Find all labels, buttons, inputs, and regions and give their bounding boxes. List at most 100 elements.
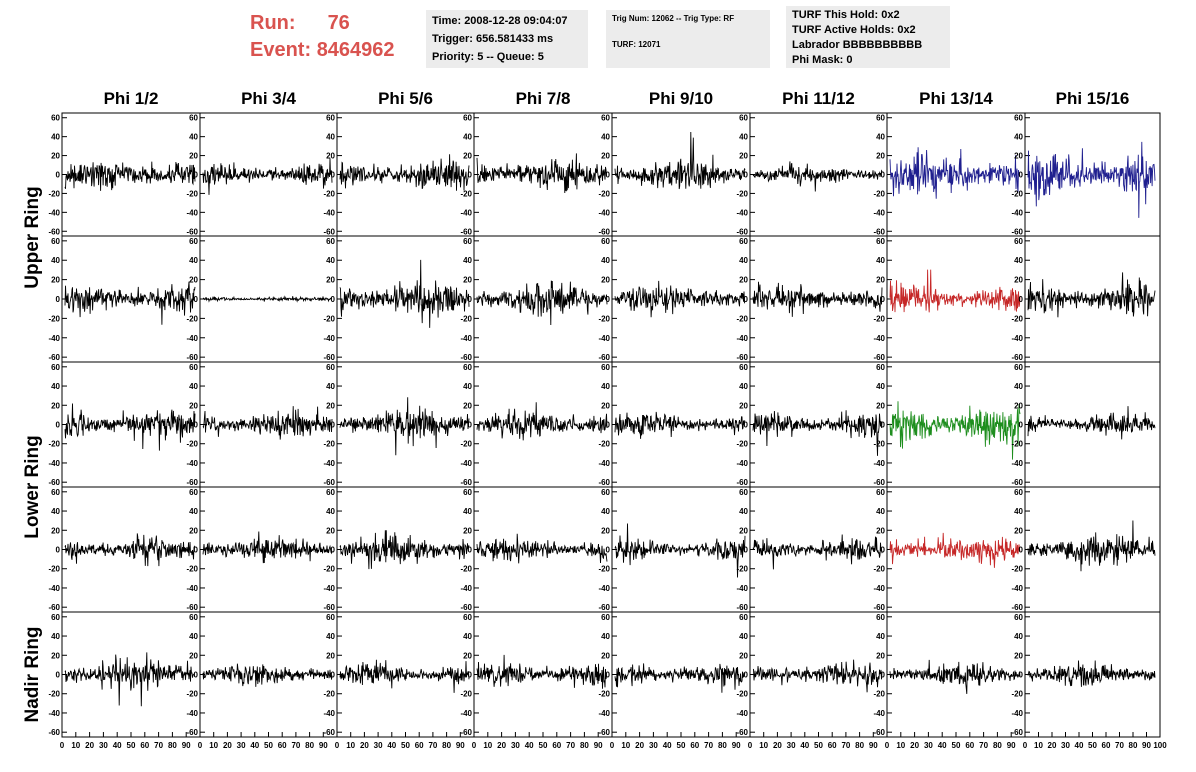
x-tick-label: 40 [113, 741, 122, 750]
phi-mask-text: Phi Mask: 0 [792, 54, 853, 66]
y-tick-label: -60 [323, 227, 335, 236]
y-tick-label: 40 [739, 133, 748, 142]
y-tick-label: -60 [873, 478, 885, 487]
y-tick-label: 20 [463, 401, 472, 410]
y-tick-label: -40 [1011, 709, 1023, 718]
y-tick-label: -60 [186, 227, 198, 236]
y-tick-label: -60 [48, 227, 60, 236]
y-tick-label: -40 [460, 584, 472, 593]
y-tick-label: 40 [601, 133, 610, 142]
y-tick-label: -20 [48, 690, 60, 699]
y-tick-label: 20 [189, 651, 198, 660]
y-tick-label: 40 [463, 133, 472, 142]
y-tick-label: -20 [873, 690, 885, 699]
y-tick-label: -60 [460, 353, 472, 362]
y-tick-label: 0 [331, 421, 336, 430]
y-tick-label: 60 [189, 363, 198, 372]
y-tick-label: 60 [601, 488, 610, 497]
y-tick-label: 0 [606, 671, 611, 680]
ring-label: Upper Ring [22, 186, 43, 288]
y-tick-label: -40 [598, 459, 610, 468]
waveform-panel: -60 -40 -20 0 20 40 60 [873, 361, 1026, 488]
waveform-panel: -60 -40 -20 0 20 40 60 [598, 235, 751, 363]
waveform-panel: -60 -40 -20 0 20 40 60 [460, 112, 613, 237]
y-tick-label: 20 [1014, 526, 1023, 535]
waveform-trace [614, 663, 746, 693]
x-tick-label: 70 [979, 741, 988, 750]
y-tick-label: 60 [326, 237, 335, 246]
y-tick-label: 20 [51, 526, 60, 535]
y-tick-label: -60 [598, 478, 610, 487]
y-tick-label: 0 [194, 171, 199, 180]
y-tick-label: 0 [468, 671, 473, 680]
x-tick-label: 70 [154, 741, 163, 750]
y-tick-label: 20 [1014, 651, 1023, 660]
y-tick-label: -40 [460, 459, 472, 468]
waveform-trace [339, 659, 470, 693]
waveform-trace [64, 403, 196, 451]
x-tick-label: 0 [60, 741, 65, 750]
x-tick-label: 80 [580, 741, 589, 750]
turf-hold-text: TURF This Hold: 0x2 [792, 9, 900, 21]
y-tick-label: -20 [48, 440, 60, 449]
y-tick-label: 0 [881, 421, 886, 430]
y-tick-label: -60 [1011, 603, 1023, 612]
run-line: Run: 76 [250, 10, 395, 37]
y-tick-label: -40 [323, 208, 335, 217]
y-tick-label: -60 [1011, 478, 1023, 487]
waveform-panel: -60 -40 -20 0 20 40 60 [186, 361, 338, 488]
y-tick-label: -20 [1011, 690, 1023, 699]
y-tick-label: 20 [189, 526, 198, 535]
x-tick-label: 70 [566, 741, 575, 750]
y-tick-label: 60 [51, 488, 60, 497]
y-tick-label: 0 [1019, 171, 1024, 180]
y-tick-label: 40 [1014, 507, 1023, 516]
waveform-panel: -60 -40 -20 0 20 40 60 [873, 235, 1026, 363]
y-tick-label: -60 [598, 353, 610, 362]
y-tick-label: 60 [51, 114, 60, 123]
y-tick-label: -60 [48, 603, 60, 612]
x-tick-label: 60 [552, 741, 561, 750]
y-tick-label: 60 [876, 488, 885, 497]
y-tick-label: -40 [873, 208, 885, 217]
y-tick-label: -40 [1011, 584, 1023, 593]
x-tick-label: 40 [663, 741, 672, 750]
y-tick-label: 20 [189, 276, 198, 285]
y-tick-label: 20 [326, 526, 335, 535]
waveform-trace [752, 410, 883, 456]
y-tick-label: -60 [460, 728, 472, 737]
y-tick-label: -60 [323, 603, 335, 612]
y-tick-label: 40 [326, 382, 335, 391]
x-tick-label: 40 [250, 741, 259, 750]
y-tick-label: 40 [601, 382, 610, 391]
waveform-trace [1027, 406, 1156, 440]
y-tick-label: 40 [876, 632, 885, 641]
y-tick-label: 20 [876, 401, 885, 410]
y-tick-label: 40 [1014, 256, 1023, 265]
x-tick-label: 20 [910, 741, 919, 750]
y-tick-label: -60 [323, 478, 335, 487]
y-tick-label: 60 [463, 114, 472, 123]
waveform-trace [64, 281, 196, 325]
waveform-trace [889, 269, 1021, 313]
y-tick-label: -40 [186, 208, 198, 217]
y-tick-label: -60 [736, 353, 748, 362]
y-tick-label: -40 [323, 334, 335, 343]
y-tick-label: -40 [1011, 334, 1023, 343]
y-tick-label: 0 [56, 671, 61, 680]
y-tick-label: -60 [460, 478, 472, 487]
x-tick-label: 100 [1153, 741, 1167, 750]
y-tick-label: 0 [606, 295, 611, 304]
y-tick-label: -20 [460, 314, 472, 323]
y-tick-label: 60 [1014, 114, 1023, 123]
waveform-panel: -60 -40 -20 0 20 40 60 [1011, 611, 1161, 738]
y-tick-label: 0 [1019, 295, 1024, 304]
ring-label: Lower Ring [22, 435, 43, 538]
column-title: Phi 13/14 [919, 89, 993, 108]
trig-num-text: Trig Num: 12062 -- Trig Type: RF [612, 14, 735, 23]
x-tick-label: 10 [896, 741, 905, 750]
x-tick-label: 70 [428, 741, 437, 750]
waveform-trace [64, 533, 195, 567]
y-tick-label: -40 [48, 208, 60, 217]
y-tick-label: 20 [876, 152, 885, 161]
